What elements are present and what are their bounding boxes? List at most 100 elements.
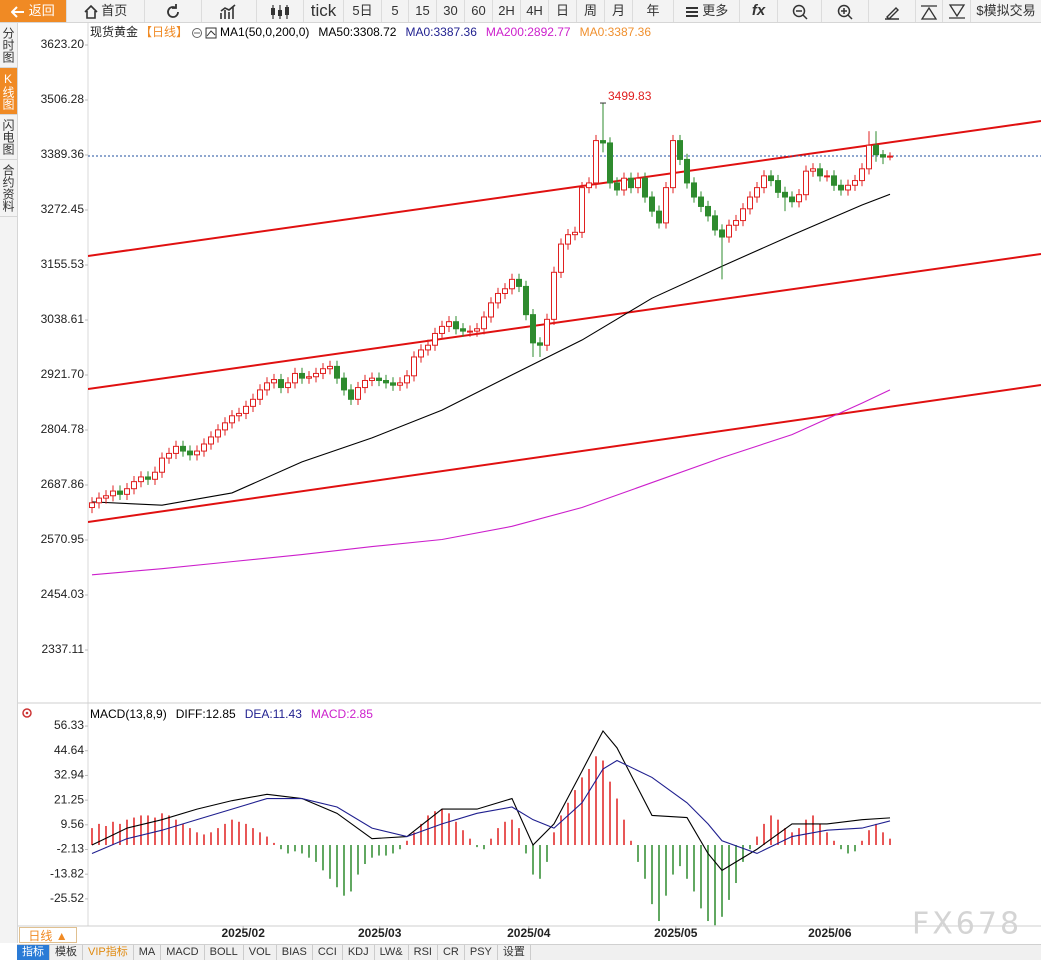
x-tick-label: 2025/03 xyxy=(358,926,402,940)
period-button[interactable]: 日 xyxy=(549,0,577,22)
candle-body xyxy=(277,379,284,389)
more-button[interactable]: 更多 xyxy=(674,0,740,22)
macd-bar xyxy=(581,777,583,846)
macd-bar xyxy=(399,845,401,850)
formula-button[interactable]: fx xyxy=(740,0,778,22)
y-tick-label: 2337.11 xyxy=(42,642,85,656)
zoom-in-button[interactable] xyxy=(822,0,869,22)
macd-bar xyxy=(483,845,485,850)
indicator-tab[interactable]: BIAS xyxy=(277,945,313,960)
y-tick-label: 56.33 xyxy=(54,718,84,732)
period-indicator[interactable]: 日线 ▲ xyxy=(19,927,77,943)
candle-button[interactable] xyxy=(257,0,304,22)
macd-bar xyxy=(735,845,737,884)
indicator-tab[interactable]: BOLL xyxy=(205,945,244,960)
period-button[interactable]: 周 xyxy=(577,0,605,22)
period-button[interactable]: 60 xyxy=(465,0,493,22)
x-tick-label: 2025/04 xyxy=(507,926,551,940)
indicator-tab[interactable]: RSI xyxy=(409,945,438,960)
period-button[interactable]: 30 xyxy=(437,0,465,22)
macd-bar xyxy=(476,845,478,848)
indicator-tab[interactable]: VOL xyxy=(244,945,277,960)
y-tick-label: 32.94 xyxy=(54,768,84,782)
side-tab[interactable]: 闪电图 xyxy=(0,115,17,160)
candle-body xyxy=(347,389,354,400)
macd-bar xyxy=(210,832,212,846)
candle-body xyxy=(607,142,614,184)
macd-bar xyxy=(161,813,163,846)
indicator-tab[interactable]: 设置 xyxy=(498,945,531,960)
legend-entry: DIFF:12.85 xyxy=(176,707,236,721)
candle-body xyxy=(221,422,228,431)
line-chart-button[interactable] xyxy=(202,0,257,22)
macd-bar xyxy=(623,819,625,846)
macd-bar xyxy=(651,845,653,905)
period-button[interactable]: tick xyxy=(304,0,344,22)
formula-label: fx xyxy=(751,2,766,19)
macd-bar xyxy=(287,845,289,854)
macd-bar xyxy=(875,823,877,846)
home-button[interactable]: 首页 xyxy=(67,0,145,22)
macd-bar xyxy=(602,760,604,846)
candle-body xyxy=(628,177,635,189)
candle-body xyxy=(284,382,291,389)
period-button[interactable]: 5 xyxy=(382,0,409,22)
indicator-tab[interactable]: 模板 xyxy=(50,945,83,960)
macd-bar xyxy=(595,756,597,846)
macd-bar xyxy=(707,845,709,922)
candle-body xyxy=(389,382,396,386)
candle-body xyxy=(452,321,459,330)
candle-body xyxy=(459,328,466,332)
indicator-tab[interactable]: PSY xyxy=(465,945,498,960)
macd-bar xyxy=(777,819,779,846)
indicator-icon xyxy=(206,30,216,37)
period-button[interactable]: 2H xyxy=(493,0,521,22)
indicator-tab[interactable]: VIP指标 xyxy=(83,945,134,960)
candle-body xyxy=(473,328,480,332)
macd-bar xyxy=(343,845,345,896)
macd-bar xyxy=(693,845,695,892)
candle-body xyxy=(95,497,102,504)
period-button[interactable]: 5日 xyxy=(344,0,382,22)
macd-bar xyxy=(637,845,639,862)
macd-bar xyxy=(455,821,457,846)
macd-bar xyxy=(518,828,520,846)
settings-icon[interactable] xyxy=(22,708,32,718)
candle-body xyxy=(242,405,249,414)
candle-body xyxy=(543,318,550,346)
refresh-button[interactable] xyxy=(145,0,202,22)
indicator-tab[interactable]: MA xyxy=(134,945,162,960)
indicator-tab[interactable]: LW& xyxy=(375,945,409,960)
macd-bar xyxy=(847,845,849,854)
candle-body xyxy=(550,271,557,320)
period-button[interactable]: 15 xyxy=(409,0,437,22)
y-tick-label: 3389.36 xyxy=(41,147,85,161)
side-tab[interactable]: K线图 xyxy=(0,68,17,115)
period-button[interactable]: 月 xyxy=(605,0,633,22)
indicator-tab[interactable]: MACD xyxy=(161,945,205,960)
macd-bar xyxy=(105,825,107,846)
indicator-tab[interactable]: CR xyxy=(438,945,465,960)
candle-body xyxy=(887,155,894,158)
macd-bar xyxy=(329,845,331,879)
candle-body xyxy=(775,180,782,193)
down-button[interactable] xyxy=(943,0,971,22)
candle-body xyxy=(536,342,543,346)
indicator-tab[interactable]: CCI xyxy=(313,945,343,960)
side-tab[interactable]: 合约资料 xyxy=(0,160,17,217)
candle-body xyxy=(747,196,754,210)
period-button[interactable]: 年 xyxy=(633,0,674,22)
up-button[interactable] xyxy=(916,0,943,22)
period-button[interactable]: 4H xyxy=(521,0,549,22)
back-button[interactable]: 返回 xyxy=(0,0,67,22)
indicator-tab[interactable]: 指标 xyxy=(17,945,50,960)
side-tab[interactable]: 分时图 xyxy=(0,23,17,68)
zoom-out-button[interactable] xyxy=(778,0,822,22)
draw-button[interactable] xyxy=(869,0,916,22)
macd-bar xyxy=(273,842,275,846)
indicator-tab[interactable]: KDJ xyxy=(343,945,375,960)
candle-body xyxy=(193,450,200,456)
trade-button[interactable]: $模拟交易 xyxy=(971,0,1041,22)
macd-bar xyxy=(672,845,674,875)
candle-body xyxy=(333,365,340,379)
